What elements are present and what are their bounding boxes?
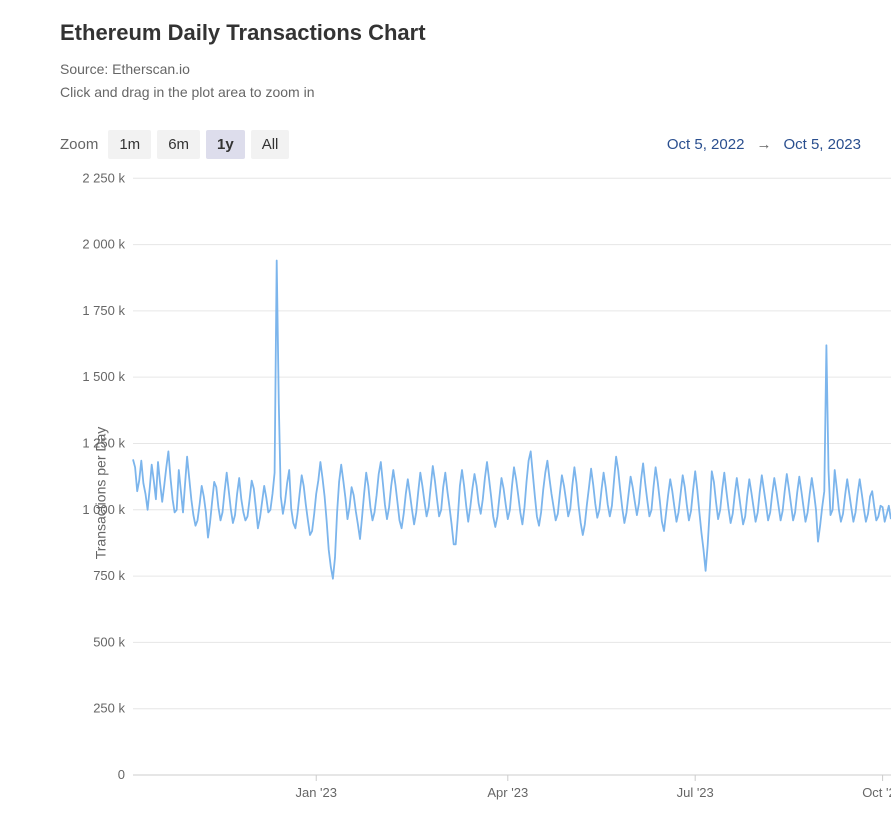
chart-title: Ethereum Daily Transactions Chart (60, 20, 861, 46)
y-tick-label: 750 k (93, 568, 125, 583)
x-tick-label: Jan '23 (295, 785, 337, 800)
chart-subtitle-hint: Click and drag in the plot area to zoom … (60, 83, 861, 103)
y-tick-label: 2 250 k (82, 170, 125, 185)
chart-area: Transactions per Day 0250 k500 k750 k1 0… (48, 165, 861, 820)
zoom-button-1m[interactable]: 1m (108, 130, 151, 159)
zoom-group: Zoom 1m6m1yAll (60, 130, 289, 159)
date-arrow-icon: → (756, 136, 771, 153)
y-tick-label: 1 750 k (82, 303, 125, 318)
zoom-button-6m[interactable]: 6m (157, 130, 200, 159)
chart-plot[interactable]: 0250 k500 k750 k1 000 k1 250 k1 500 k1 7… (48, 165, 891, 815)
data-line (133, 261, 891, 579)
zoom-buttons: 1m6m1yAll (108, 130, 289, 159)
y-tick-label: 250 k (93, 701, 125, 716)
y-tick-label: 1 500 k (82, 369, 125, 384)
date-to-link[interactable]: Oct 5, 2023 (783, 136, 861, 153)
chart-subtitle-source: Source: Etherscan.io (60, 60, 861, 80)
zoom-label: Zoom (60, 136, 98, 153)
x-tick-label: Oct '23 (862, 785, 891, 800)
y-tick-label: 500 k (93, 635, 125, 650)
chart-controls: Zoom 1m6m1yAll Oct 5, 2022 → Oct 5, 2023 (60, 130, 861, 159)
date-from-link[interactable]: Oct 5, 2022 (667, 136, 745, 153)
y-tick-label: 2 000 k (82, 237, 125, 252)
zoom-button-all[interactable]: All (251, 130, 290, 159)
x-tick-label: Jul '23 (677, 785, 714, 800)
date-range: Oct 5, 2022 → Oct 5, 2023 (667, 136, 861, 153)
y-tick-label: 0 (118, 767, 125, 782)
y-axis-title: Transactions per Day (92, 426, 108, 559)
zoom-button-1y[interactable]: 1y (206, 130, 245, 159)
x-tick-label: Apr '23 (487, 785, 528, 800)
